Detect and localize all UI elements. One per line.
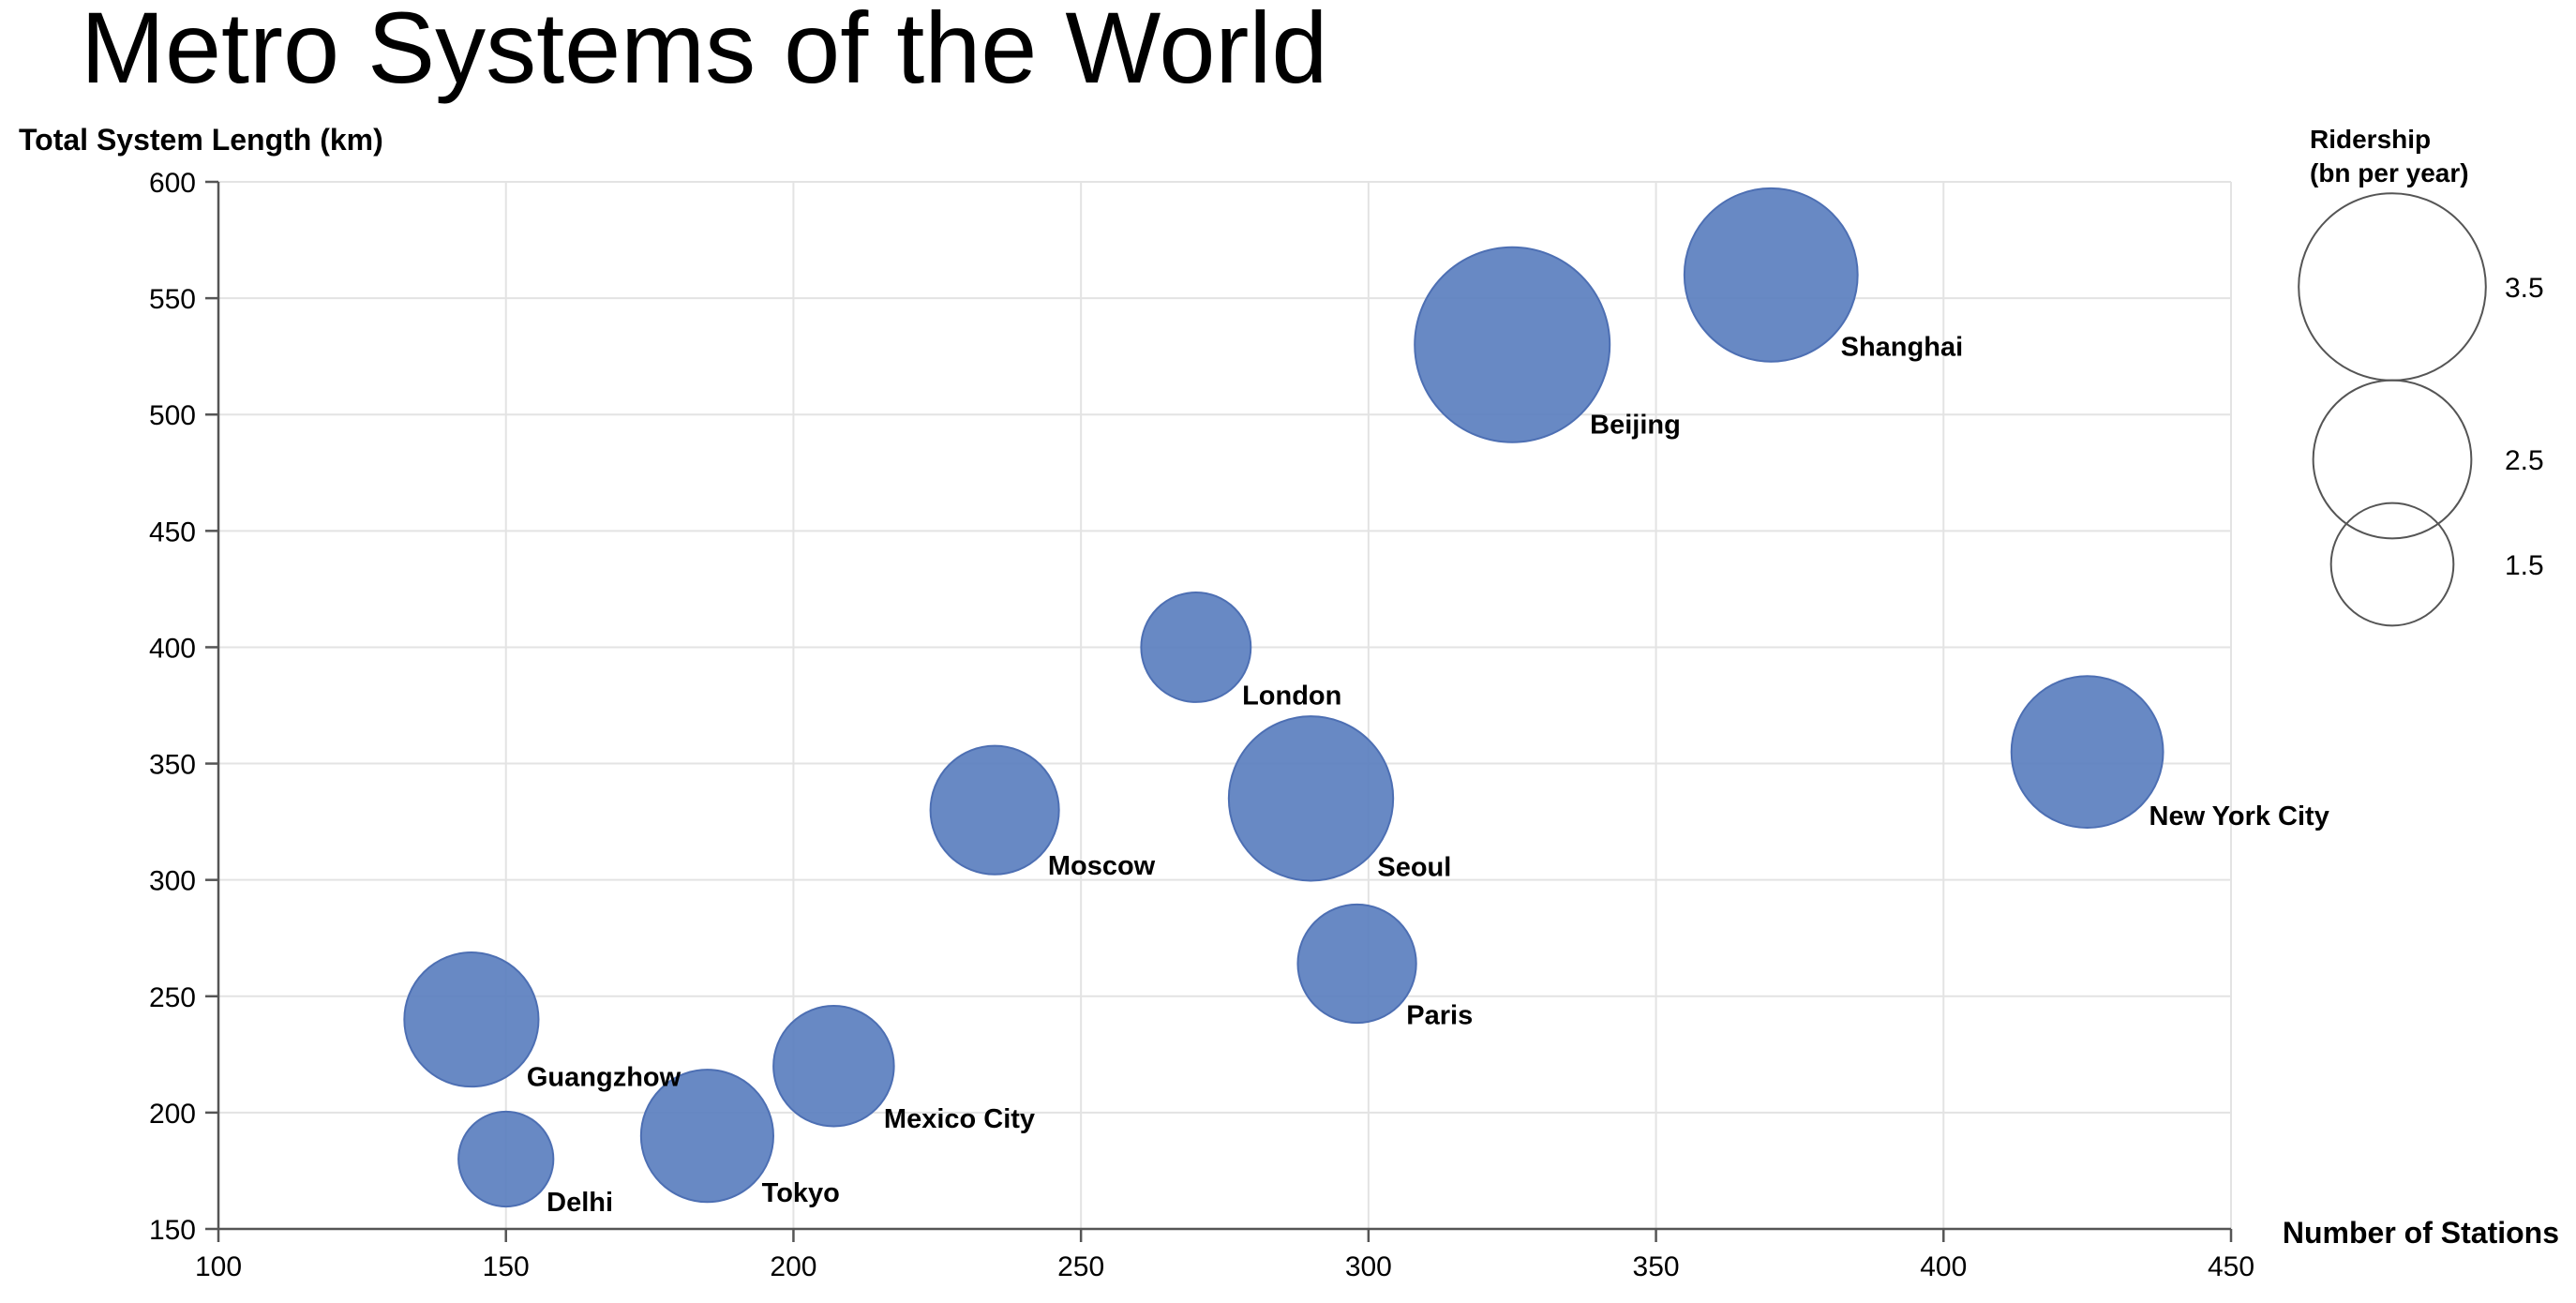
y-tick-label: 350: [149, 750, 196, 781]
size-legend: Ridership (bn per year) 3.5 2.5 1.5: [2298, 125, 2544, 627]
bubble-moscow: [929, 744, 1060, 876]
legend-circle-3-5: [2298, 192, 2487, 382]
x-tick-label: 450: [2208, 1251, 2254, 1282]
bubble-london: [1140, 592, 1252, 703]
y-tick-label: 400: [149, 633, 196, 664]
y-tick-label: 300: [149, 866, 196, 897]
legend-circle-2-5: [2312, 379, 2473, 540]
y-tick-label: 450: [149, 517, 196, 547]
x-tick-label: 100: [195, 1251, 242, 1282]
point-label-guangzhow: Guangzhow: [527, 1063, 681, 1093]
y-tick-label: 200: [149, 1099, 196, 1130]
axes: 100 150 200 250 300 350 400 450 150 200 250 300 350 4…: [149, 168, 2254, 1282]
point-label-mexico-city: Mexico City: [884, 1104, 1035, 1134]
point-label-tokyo: Tokyo: [762, 1178, 840, 1208]
y-axis-title: Total System Length (km): [19, 123, 383, 157]
point-label-shanghai: Shanghai: [1841, 333, 1964, 363]
bubble-paris: [1296, 903, 1417, 1025]
legend-items: 3.5 2.5 1.5: [2298, 192, 2544, 627]
point-label-beijing: Beijing: [1590, 411, 1681, 441]
x-tick-label: 350: [1633, 1251, 1680, 1282]
x-tick-label: 200: [770, 1251, 816, 1282]
x-tick-label: 300: [1345, 1251, 1392, 1282]
point-label-new-york-city: New York City: [2149, 801, 2329, 831]
legend-circle-1-5: [2329, 502, 2455, 627]
bubbles: [403, 187, 2164, 1208]
x-tick-label: 400: [1920, 1251, 1967, 1282]
legend-label-2-5: 2.5: [2505, 445, 2544, 476]
point-label-seoul: Seoul: [1377, 853, 1451, 883]
point-labels: Beijing Shanghai Seoul New York City Guangzh…: [527, 333, 2329, 1218]
y-tick-label: 150: [149, 1215, 196, 1246]
legend-title-line1: Ridership: [2310, 125, 2431, 154]
chart-title: Metro Systems of the World: [81, 0, 1327, 104]
bubble-mexico-city: [772, 1005, 895, 1128]
bubble-seoul: [1227, 715, 1395, 882]
bubble-beijing: [1414, 246, 1611, 443]
bubble-new-york-city: [2010, 675, 2164, 830]
x-tick-label: 250: [1057, 1251, 1104, 1282]
legend-label-3-5: 3.5: [2505, 273, 2544, 304]
legend-label-1-5: 1.5: [2505, 550, 2544, 581]
bubble-guangzhow: [403, 951, 540, 1088]
point-label-paris: Paris: [1406, 1001, 1473, 1031]
point-label-london: London: [1242, 681, 1341, 711]
bubble-delhi: [457, 1110, 555, 1208]
point-label-delhi: Delhi: [547, 1188, 613, 1218]
bubble-shanghai: [1683, 187, 1859, 363]
y-tick-label: 250: [149, 982, 196, 1013]
y-tick-label: 500: [149, 400, 196, 431]
bubble-tokyo: [639, 1069, 774, 1204]
gridlines: [218, 181, 2232, 1229]
y-tick-label: 550: [149, 284, 196, 315]
x-axis-title: Number of Stations: [2283, 1216, 2559, 1250]
point-label-moscow: Moscow: [1048, 851, 1156, 881]
x-tick-label: 150: [483, 1251, 530, 1282]
legend-title-line2: (bn per year): [2310, 158, 2469, 187]
y-tick-label: 600: [149, 168, 196, 199]
